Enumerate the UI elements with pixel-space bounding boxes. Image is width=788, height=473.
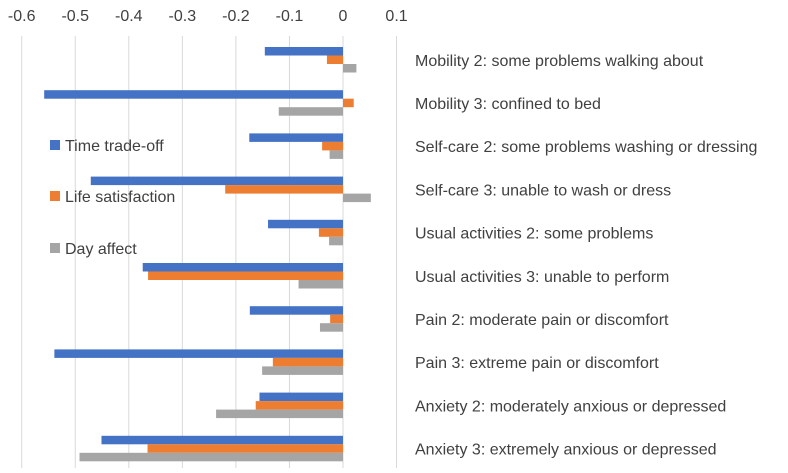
x-tick-label: -0.1: [276, 8, 304, 25]
category-label: Mobility 2: some problems walking about: [415, 53, 704, 70]
category-label: Usual activities 2: some problems: [415, 226, 653, 243]
bar-time-trade-off: [264, 47, 343, 56]
x-tick-label: -0.3: [169, 8, 197, 25]
bar-day-affect: [343, 64, 357, 73]
bar-day-affect: [79, 452, 343, 462]
legend-swatch: [50, 140, 60, 150]
x-tick-label: 0.1: [385, 8, 407, 25]
bar-life-satisfaction: [272, 357, 343, 367]
category-label: Anxiety 2: moderately anxious or depress…: [415, 398, 726, 415]
x-tick-label: -0.5: [61, 8, 89, 25]
bar-day-affect: [329, 150, 343, 159]
legend-label: Day affect: [65, 241, 137, 258]
bar-time-trade-off: [44, 90, 343, 99]
legend-label: Time trade-off: [65, 138, 164, 155]
category-label: Anxiety 3: extremely anxious or depresse…: [415, 442, 716, 459]
bar-time-trade-off: [54, 349, 343, 358]
category-label: Self-care 2: some problems washing or dr…: [415, 139, 757, 156]
category-label: Self-care 3: unable to wash or dress: [415, 182, 671, 199]
x-tick-label: -0.2: [222, 8, 250, 25]
bar-life-satisfaction: [343, 98, 354, 108]
bar-life-satisfaction: [147, 444, 343, 453]
category-label: Usual activities 3: unable to perform: [415, 269, 669, 286]
bar-time-trade-off: [249, 306, 343, 315]
bar-time-trade-off: [90, 176, 343, 186]
x-tick-label: 0: [339, 8, 348, 25]
bar-day-affect: [319, 323, 343, 332]
bar-day-affect: [262, 366, 343, 375]
x-tick-label: -0.4: [115, 8, 143, 25]
bar-time-trade-off: [101, 435, 343, 445]
x-tick-label: -0.6: [8, 8, 36, 25]
bar-day-affect: [216, 409, 343, 419]
bar-life-satisfaction: [330, 314, 343, 324]
bar-time-trade-off: [249, 133, 343, 142]
category-label: Mobility 3: confined to bed: [415, 96, 601, 113]
bar-life-satisfaction: [225, 185, 343, 194]
bar-day-affect: [278, 107, 343, 116]
category-label: Pain 3: extreme pain or discomfort: [415, 355, 659, 372]
legend-label: Life satisfaction: [65, 189, 175, 206]
bar-day-affect: [298, 280, 343, 289]
bar-life-satisfaction: [318, 228, 343, 237]
legend-swatch: [50, 243, 60, 253]
bar-day-affect: [329, 236, 343, 246]
bar-day-affect: [343, 193, 371, 203]
category-label: Pain 2: moderate pain or discomfort: [415, 312, 669, 329]
bar-life-satisfaction: [326, 55, 343, 64]
bar-life-satisfaction: [322, 141, 343, 151]
legend-swatch: [50, 191, 60, 201]
bar-life-satisfaction: [255, 401, 343, 410]
bar-time-trade-off: [259, 392, 343, 402]
bar-life-satisfaction: [148, 271, 343, 280]
bar-time-trade-off: [268, 219, 343, 229]
bar-time-trade-off: [142, 263, 343, 272]
